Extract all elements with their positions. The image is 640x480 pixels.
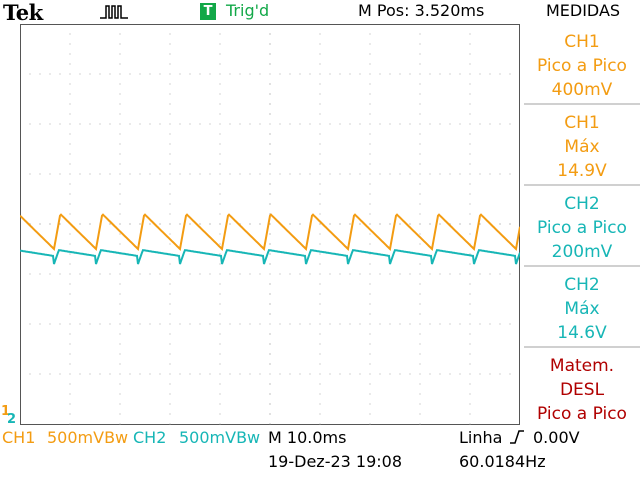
- timebase: M 10.0ms: [268, 428, 347, 447]
- measurement-panel: CH1 Pico a Pico 400mV CH1 Máx 14.9V CH2 …: [524, 24, 640, 427]
- waveform-display: [20, 24, 520, 425]
- measurement-type: Pico a Pico: [537, 56, 627, 76]
- measurement-2[interactable]: CH1 Máx 14.9V: [524, 105, 640, 184]
- measurement-type: Máx: [564, 137, 600, 157]
- measurement-3[interactable]: CH2 Pico a Pico 200mV: [524, 186, 640, 265]
- channel-settings-bar: CH1 500mVBw CH2 500mVBw M 10.0ms 19-Dez-…: [0, 426, 640, 480]
- horizontal-position: M Pos: 3.520ms: [358, 1, 485, 20]
- measurement-5[interactable]: Matem. DESL Pico a Pico: [524, 348, 640, 427]
- ch1-ground-marker: 1: [1, 404, 11, 419]
- graticule-grid: [29, 33, 511, 425]
- status-bar: Tek T Trig'd M Pos: 3.520ms MEDIDAS: [0, 0, 640, 25]
- measurement-channel: CH1: [564, 32, 600, 52]
- ch1-scale: 500mVBw: [47, 428, 129, 447]
- ch1-label[interactable]: CH1: [2, 428, 36, 447]
- ch2-ground-marker: 2: [7, 412, 17, 427]
- measurement-type: Pico a Pico: [537, 218, 627, 238]
- measurement-channel: CH1: [564, 113, 600, 133]
- trigger-badge: T: [200, 3, 216, 20]
- timestamp: 19-Dez-23 19:08: [268, 452, 403, 471]
- divider: [524, 184, 640, 186]
- divider: [524, 265, 640, 267]
- trigger-status: Trig'd: [226, 1, 270, 20]
- measurement-channel: CH2: [564, 275, 600, 295]
- rising-edge-icon: [510, 430, 524, 444]
- frequency: 60.0184Hz: [459, 452, 546, 471]
- pulse-run-icon: [100, 5, 128, 19]
- ch2-scale: 500mVBw: [179, 428, 261, 447]
- measurement-4[interactable]: CH2 Máx 14.6V: [524, 267, 640, 346]
- measurement-channel: CH2: [564, 194, 600, 214]
- tek-logo: Tek: [3, 0, 43, 25]
- ch1-waveform: [20, 213, 520, 252]
- measurement-value: Pico a Pico: [537, 404, 627, 424]
- measurement-value: 200mV: [551, 242, 613, 262]
- menu-title: MEDIDAS: [545, 1, 621, 20]
- measurement-type: Máx: [564, 299, 600, 319]
- divider: [524, 103, 640, 105]
- measurement-value: 14.9V: [557, 161, 607, 181]
- measurement-1[interactable]: CH1 Pico a Pico 400mV: [524, 24, 640, 103]
- divider: [524, 346, 640, 348]
- ch2-waveform: [20, 248, 520, 265]
- trigger-source: Linha: [459, 428, 503, 447]
- measurement-value: 400mV: [551, 80, 613, 100]
- trigger-level: 0.00V: [533, 428, 580, 447]
- measurement-value: 14.6V: [557, 323, 607, 343]
- measurement-type: DESL: [559, 380, 605, 400]
- measurement-channel: Matem.: [549, 356, 615, 376]
- ch2-label[interactable]: CH2: [133, 428, 167, 447]
